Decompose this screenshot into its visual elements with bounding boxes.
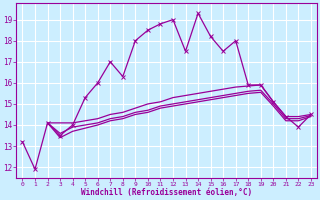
X-axis label: Windchill (Refroidissement éolien,°C): Windchill (Refroidissement éolien,°C) [81, 188, 252, 197]
